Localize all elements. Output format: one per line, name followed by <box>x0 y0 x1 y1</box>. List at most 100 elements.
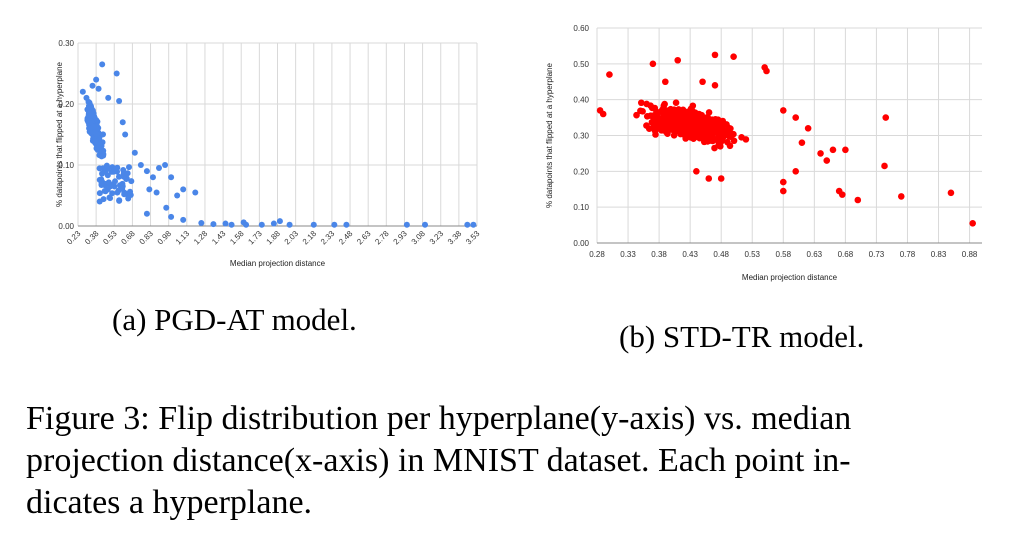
scatter-point <box>98 176 105 183</box>
scatter-point <box>125 195 132 202</box>
scatter-point <box>674 56 682 64</box>
scatter-point <box>854 196 862 204</box>
scatter-point <box>829 146 837 154</box>
scatter-point <box>882 114 890 121</box>
scatter-point <box>100 131 107 138</box>
scatter-point <box>119 119 126 126</box>
x-tick-label: 0.68 <box>838 250 854 259</box>
scatter-point <box>701 120 708 128</box>
figure-caption-line-2: projection distance(x-axis) in MNIST dat… <box>26 442 851 479</box>
x-tick-label: 0.43 <box>682 250 698 259</box>
x-tick-label: 0.73 <box>869 250 885 259</box>
scatter-point <box>637 99 645 107</box>
scatter-point <box>102 188 109 195</box>
scatter-point <box>174 192 181 199</box>
scatter-point <box>95 85 102 92</box>
x-tick-label: 0.38 <box>83 229 101 247</box>
x-tick-label: 0.63 <box>807 250 823 259</box>
scatter-point <box>96 190 103 197</box>
scatter-point <box>100 196 107 203</box>
scatter-point <box>652 131 659 138</box>
y-tick-label: 0.30 <box>58 39 74 48</box>
x-tick-label: 0.53 <box>744 250 760 259</box>
x-tick-label: 0.83 <box>138 229 156 247</box>
x-tick-label: 3.08 <box>410 229 428 247</box>
scatter-point <box>704 113 711 121</box>
scatter-point <box>649 60 657 68</box>
x-tick-label: 0.68 <box>119 229 137 247</box>
x-tick-label: 0.38 <box>651 250 667 259</box>
scatter-point <box>470 221 477 228</box>
scatter-point <box>210 221 217 228</box>
scatter-point <box>730 53 737 60</box>
scatter-point <box>258 221 265 228</box>
scatter-point <box>699 78 706 86</box>
x-axis-label: Median projection distance <box>230 259 326 268</box>
x-tick-label: 0.58 <box>776 250 792 259</box>
scatter-point <box>662 78 669 86</box>
scatter-point <box>168 213 175 220</box>
scatter-point <box>711 82 719 89</box>
scatter-point <box>661 114 669 122</box>
scatter-point <box>168 174 175 181</box>
scatter-point <box>661 120 668 127</box>
scatter-point <box>779 187 787 195</box>
scatter-point <box>633 111 640 119</box>
scatter-point <box>112 178 119 185</box>
x-tick-label: 1.43 <box>210 229 228 247</box>
scatter-point <box>87 104 94 111</box>
x-tick-label: 0.28 <box>589 250 605 259</box>
scatter-point <box>331 221 338 228</box>
scatter-point <box>103 162 110 169</box>
x-tick-label: 2.03 <box>283 229 301 247</box>
scatter-point <box>842 146 849 154</box>
scatter-point <box>817 150 824 157</box>
scatter-point <box>88 130 95 137</box>
x-tick-label: 0.78 <box>900 250 916 259</box>
scatter-point <box>711 51 719 59</box>
scatter-point <box>726 142 734 150</box>
scatter-point <box>105 94 112 101</box>
scatter-point <box>143 168 150 175</box>
scatter-point <box>114 164 121 171</box>
x-tick-label: 1.73 <box>246 229 264 247</box>
scatter-point <box>149 174 156 181</box>
chart-pgd-at: 0.23 0.38 0.53 0.68 0.83 0.98 1.13 1.28 1.43 1.58… <box>55 39 482 268</box>
scatter-point <box>838 191 846 198</box>
scatter-point <box>682 128 689 135</box>
scatter-point <box>660 102 668 109</box>
scatter-point <box>804 125 812 132</box>
scatter-point <box>969 219 976 227</box>
scatter-point <box>672 99 680 106</box>
x-tick-label: 1.13 <box>174 229 192 247</box>
scatter-point <box>730 137 738 145</box>
scatter-point <box>131 149 138 156</box>
x-tick-label: 0.33 <box>620 250 636 259</box>
x-tick-label: 2.93 <box>391 229 409 247</box>
scatter-point <box>722 130 730 137</box>
scatter-point <box>422 221 429 228</box>
x-tick-label: 1.28 <box>192 229 210 247</box>
scatter-point <box>276 218 283 225</box>
scatter-point <box>643 100 650 108</box>
scatter-point <box>137 162 144 168</box>
x-tick-label: 3.38 <box>446 229 464 247</box>
scatter-point <box>717 139 724 146</box>
scatter-point <box>678 109 686 116</box>
scatter-point <box>128 178 135 185</box>
figure-canvas: 0.23 0.38 0.53 0.68 0.83 0.98 1.13 1.28 1.43 1.58… <box>55 24 982 282</box>
x-tick-label: 2.78 <box>373 229 391 247</box>
scatter-point <box>343 221 350 228</box>
scatter-point <box>163 204 170 211</box>
scatter-point <box>87 112 94 119</box>
scatter-point <box>403 221 410 228</box>
scatter-point <box>606 71 613 78</box>
scatter-point <box>89 82 96 89</box>
scatter-point <box>596 107 604 114</box>
scatter-point <box>126 164 133 171</box>
subcaption-a: (a) PGD-AT model. <box>112 302 357 337</box>
figure-caption-line-3: dicates a hyperplane. <box>26 484 313 521</box>
scatter-point <box>120 171 127 178</box>
scatter-point <box>180 186 187 193</box>
scatter-point <box>688 114 696 122</box>
